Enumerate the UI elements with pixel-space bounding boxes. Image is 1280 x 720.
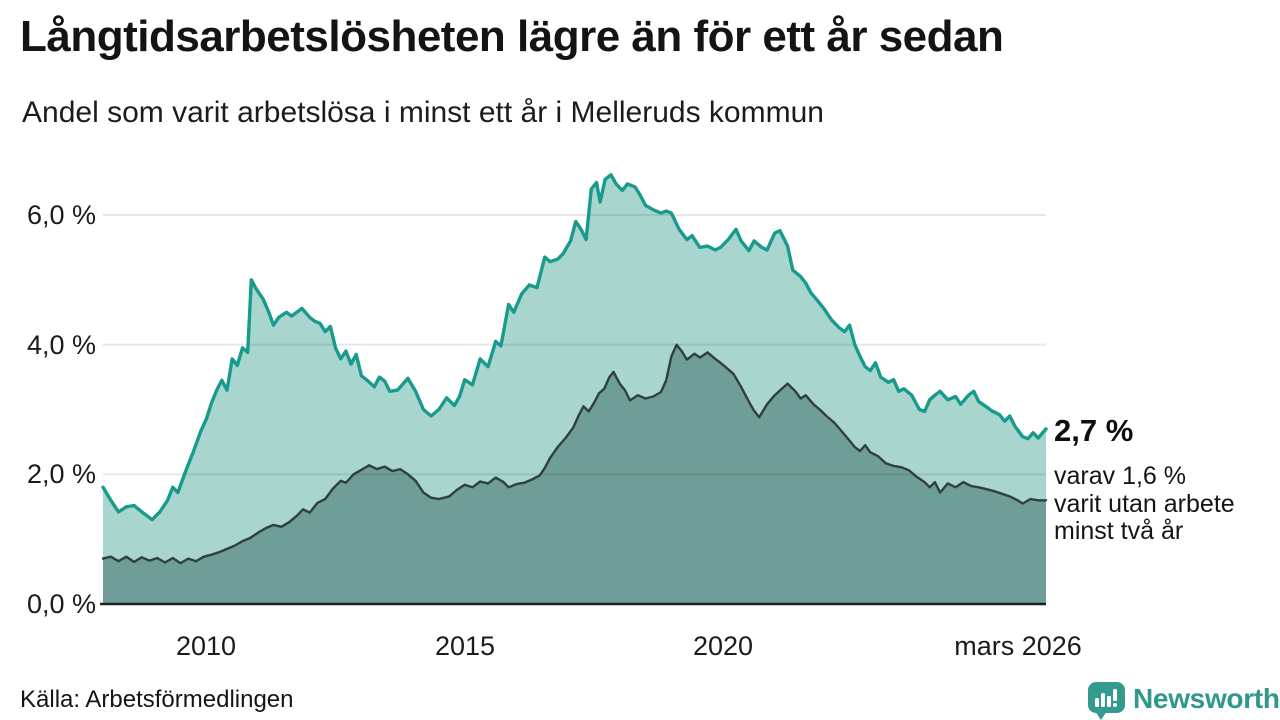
newsworthy-logo-text: Newsworthy	[1133, 683, 1280, 714]
series-line-0	[101, 173, 1048, 522]
y-axis-tick-4: 4,0 %	[26, 330, 96, 360]
x-axis-tick-2015: 2015	[434, 631, 496, 661]
annotation-line-1: varav 1,6 %	[1054, 462, 1187, 490]
chart-title: Långtidsarbetslösheten lägre än för ett …	[20, 12, 1004, 61]
source-attribution: Källa: Arbetsförmedlingen	[20, 686, 294, 713]
annotation-detail: varav 1,6 % varit utan arbete minst två …	[1054, 462, 1235, 546]
newsworthy-logo-icon	[1088, 682, 1125, 720]
annotation-line-2: varit utan arbete	[1054, 489, 1235, 518]
logo-bubble-tail	[1095, 711, 1107, 720]
series-area-1	[103, 344, 1046, 604]
y-axis-tick-2: 2,0 %	[26, 459, 96, 489]
newsworthy-logo[interactable]: Newsworthy	[1086, 680, 1280, 720]
y-axis-tick-0: 0,0 %	[26, 589, 96, 619]
annotation-line-3: minst två år	[1054, 517, 1184, 545]
series-line-1	[101, 343, 1048, 565]
latest-value-label: 2,7 %	[1054, 413, 1134, 448]
logo-bar-1	[1095, 698, 1099, 707]
logo-exclamation-bar	[1113, 689, 1117, 701]
chart-subtitle: Andel som varit arbetslösa i minst ett å…	[22, 96, 824, 129]
logo-bar-2	[1101, 693, 1105, 707]
logo-bar-3	[1107, 696, 1111, 707]
logo-exclamation-dot	[1113, 703, 1117, 707]
x-axis-tick-2020: 2020	[692, 631, 754, 661]
y-axis-tick-6: 6,0 %	[26, 200, 96, 230]
x-axis-tick-mars-2026: mars 2026	[954, 631, 1082, 661]
x-axis-tick-2010: 2010	[175, 631, 237, 661]
